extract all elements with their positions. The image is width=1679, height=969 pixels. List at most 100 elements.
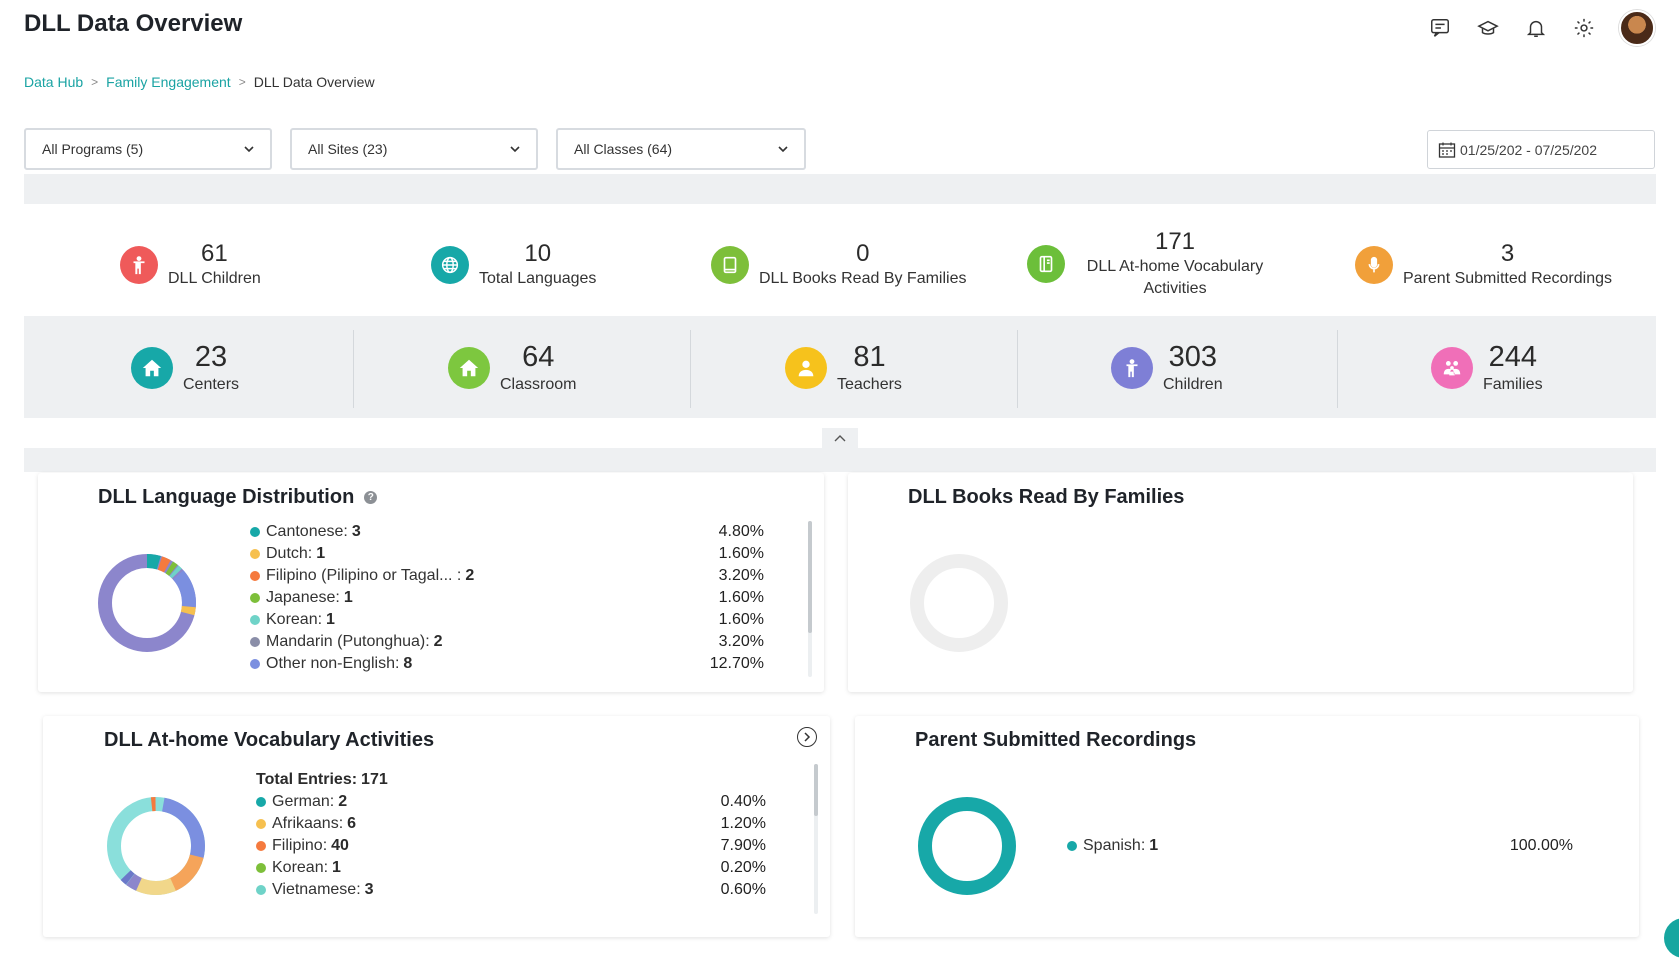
legend-pct: 12.70% (709, 655, 764, 672)
gear-icon[interactable] (1571, 15, 1597, 41)
legend-item: German: 2 0.40% (256, 791, 766, 813)
legend-count: 1 (332, 859, 341, 876)
legend-name: Filipino (Pilipino or Tagal... : (266, 567, 462, 584)
collapse-button[interactable] (822, 428, 858, 448)
legend-pct: 3.20% (718, 567, 764, 584)
help-icon[interactable]: ? (364, 491, 378, 504)
recordings-donut-chart (918, 797, 1016, 895)
notebook-icon (1027, 245, 1065, 283)
divider (353, 330, 354, 408)
programs-select[interactable]: All Programs (5) (24, 128, 272, 170)
stat-label: Children (1163, 376, 1223, 393)
legend-pct: 1.60% (718, 611, 764, 628)
avatar[interactable] (1619, 10, 1655, 46)
legend-name: Other non-English: (266, 655, 400, 672)
legend-count: 40 (331, 837, 349, 854)
card-title: Parent Submitted Recordings (915, 729, 1197, 751)
chevron-down-icon (510, 146, 520, 153)
chevron-up-icon (834, 435, 846, 442)
legend-name: Japanese: (266, 589, 340, 606)
legend-count: 6 (347, 815, 357, 832)
legend-dot (1067, 841, 1077, 851)
legend-name: Korean: (266, 611, 323, 628)
breadcrumb-family-engagement[interactable]: Family Engagement (106, 74, 231, 90)
total-value: 171 (361, 771, 388, 788)
calendar-icon (1438, 142, 1456, 158)
stat-label: Parent Submitted Recordings (1403, 270, 1612, 287)
legend-count: 1 (316, 545, 326, 562)
scrollbar[interactable] (808, 521, 812, 677)
stat-value: 64 (522, 341, 555, 373)
recordings-legend: Spanish: 1 100.00% (1067, 835, 1573, 857)
stat-families: 244 Families (1431, 340, 1543, 396)
stat-teachers: 81 Teachers (785, 340, 902, 396)
vocabulary-card: DLL At-home Vocabulary Activities Total … (43, 716, 830, 937)
legend-item: Filipino (Pilipino or Tagal... :2 3.20% (250, 565, 764, 587)
stat-parent-recordings: 3 Parent Submitted Recordings (1355, 240, 1612, 290)
legend-dot (256, 841, 266, 851)
classes-select-value: All Classes (64) (574, 141, 673, 157)
card-title: DLL At-home Vocabulary Activities (104, 729, 435, 751)
book-icon (711, 246, 749, 284)
stat-value: 171 (1154, 228, 1196, 255)
legend-dot (250, 637, 260, 647)
chevron-down-icon (778, 146, 788, 153)
stat-label: Teachers (837, 376, 902, 393)
legend-count: 3 (351, 523, 361, 540)
total-entries: Total Entries: 171 (256, 769, 766, 791)
globe-icon (431, 246, 469, 284)
legend-name: Cantonese: (266, 523, 348, 540)
legend-name: Spanish: (1083, 837, 1146, 854)
floating-help-button[interactable] (1664, 918, 1679, 958)
stat-children: 303 Children (1111, 340, 1223, 396)
books-empty-donut (910, 554, 1008, 652)
stat-value: 23 (194, 341, 228, 373)
legend-pct: 1.60% (718, 589, 764, 606)
classes-select[interactable]: All Classes (64) (556, 128, 806, 170)
stat-value: 61 (201, 240, 228, 267)
graduation-cap-icon[interactable] (1475, 15, 1501, 41)
legend-count: 1 (343, 589, 353, 606)
legend-item: Cantonese: 3 4.80% (250, 521, 764, 543)
stat-value: 303 (1168, 341, 1217, 373)
legend-item: Dutch: 1 1.60% (250, 543, 764, 565)
stat-value: 81 (853, 341, 886, 373)
language-legend: Cantonese: 3 4.80% Dutch: 1 1.60% Filipino (… (250, 521, 764, 677)
scrollbar-thumb[interactable] (814, 764, 818, 816)
chevron-right-circle-icon[interactable] (797, 727, 817, 747)
divider (1337, 330, 1338, 408)
programs-select-value: All Programs (5) (42, 141, 144, 157)
scrollbar[interactable] (814, 764, 818, 914)
date-range-picker[interactable]: 01/25/202 - 07/25/202 (1427, 130, 1655, 169)
stat-dll-children: 61 DLL Children (120, 240, 261, 290)
legend-pct: 1.60% (718, 545, 764, 562)
legend-pct: 0.60% (720, 881, 766, 898)
stat-label: DLL Books Read By Families (759, 270, 967, 287)
stat-label: Families (1483, 376, 1543, 393)
chat-icon[interactable] (1427, 15, 1453, 41)
legend-count: 8 (403, 655, 413, 672)
stat-total-languages: 10 Total Languages (431, 240, 596, 290)
house-icon (131, 347, 173, 389)
card-title: DLL Language Distribution (98, 486, 355, 508)
bell-icon[interactable] (1523, 15, 1549, 41)
breadcrumb-separator: > (91, 75, 99, 89)
sites-select[interactable]: All Sites (23) (290, 128, 538, 170)
breadcrumb-data-hub[interactable]: Data Hub (24, 74, 84, 90)
stat-label: Centers (183, 376, 240, 393)
legend-name: Dutch: (266, 545, 313, 562)
stat-books-read: 0 DLL Books Read By Families (711, 240, 967, 290)
legend-item: Japanese: 1 1.60% (250, 587, 764, 609)
legend-pct: 3.20% (718, 633, 764, 650)
legend-item: Spanish: 1 100.00% (1067, 835, 1573, 857)
chevron-down-icon (244, 146, 254, 153)
legend-count: 1 (1149, 837, 1159, 854)
legend-dot (250, 549, 260, 559)
stat-classroom: 64 Classroom (448, 340, 576, 396)
date-range-value: 01/25/202 - 07/25/202 (1460, 141, 1598, 158)
legend-item: Afrikaans: 6 1.20% (256, 813, 766, 835)
divider (690, 330, 691, 408)
vocabulary-donut-chart (107, 797, 205, 895)
scrollbar-thumb[interactable] (808, 521, 812, 633)
stat-vocabulary-activities: 171 DLL At-home Vocabulary Activities (1027, 228, 1275, 300)
